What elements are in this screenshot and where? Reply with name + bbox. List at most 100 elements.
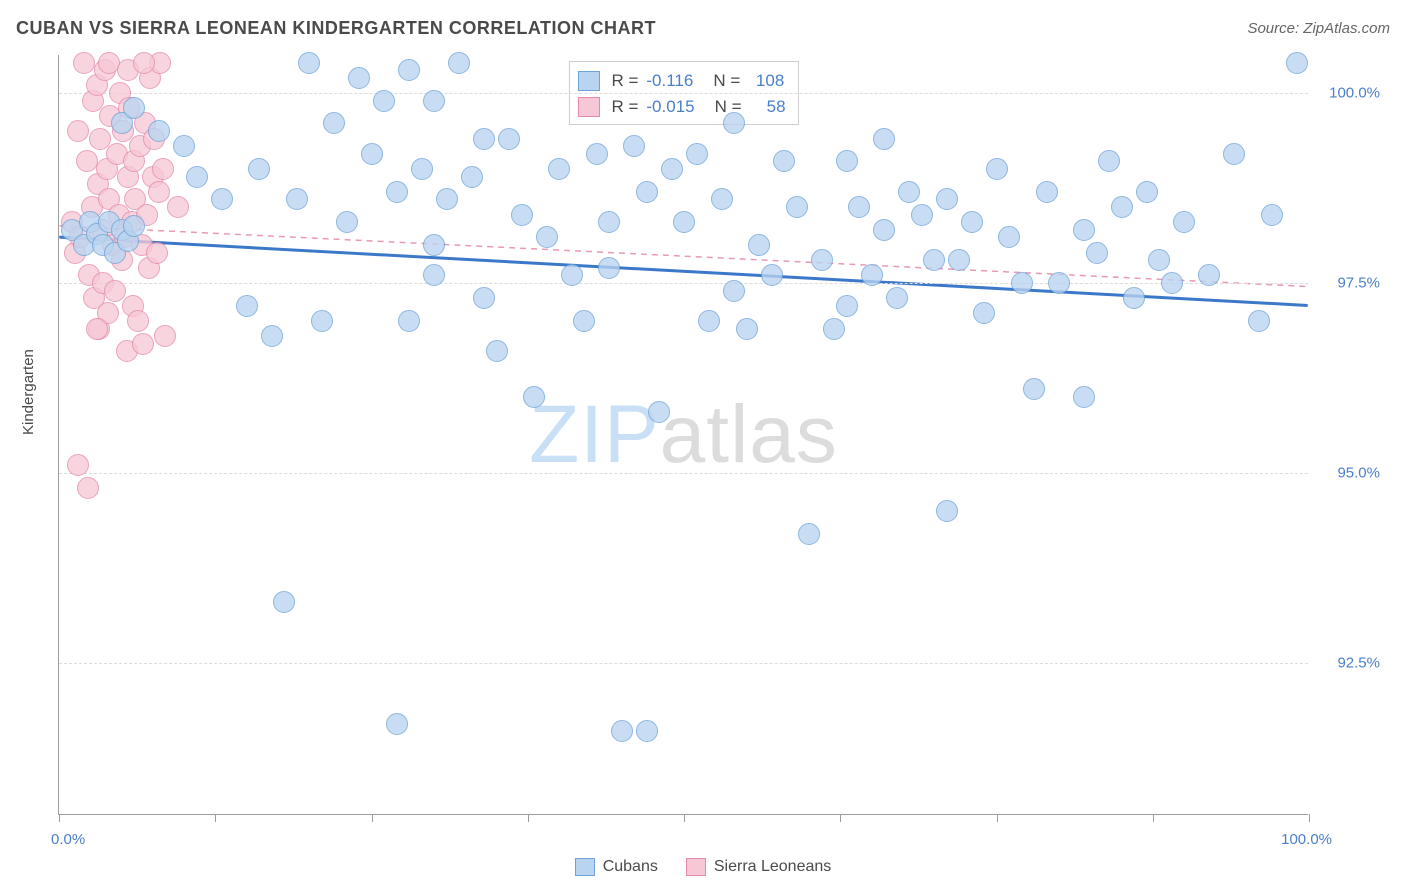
scatter-point-sierra-leoneans	[127, 310, 149, 332]
scatter-point-cubans	[836, 150, 858, 172]
chart-title: CUBAN VS SIERRA LEONEAN KINDERGARTEN COR…	[16, 18, 656, 38]
scatter-point-cubans	[873, 128, 895, 150]
scatter-point-cubans	[861, 264, 883, 286]
legend-swatch-cubans	[575, 858, 595, 876]
scatter-point-cubans	[1148, 249, 1170, 271]
scatter-point-cubans	[986, 158, 1008, 180]
scatter-point-cubans	[1136, 181, 1158, 203]
scatter-point-cubans	[911, 204, 933, 226]
scatter-point-cubans	[1111, 196, 1133, 218]
scatter-point-cubans	[973, 302, 995, 324]
series-legend-label: Cubans	[603, 858, 658, 876]
legend-r-value: -0.015	[646, 97, 694, 117]
scatter-point-cubans	[373, 90, 395, 112]
scatter-point-cubans	[411, 158, 433, 180]
scatter-point-cubans	[1023, 378, 1045, 400]
scatter-point-cubans	[473, 128, 495, 150]
y-axis-tick-label: 97.5%	[1316, 275, 1380, 292]
scatter-point-cubans	[536, 226, 558, 248]
scatter-point-cubans	[123, 215, 145, 237]
trend-lines-layer	[59, 55, 1308, 814]
scatter-point-cubans	[1173, 211, 1195, 233]
x-axis-max-label: 100.0%	[1281, 831, 1332, 848]
scatter-point-cubans	[511, 204, 533, 226]
scatter-point-cubans	[286, 188, 308, 210]
gridline-horizontal	[59, 663, 1308, 664]
scatter-point-cubans	[586, 143, 608, 165]
scatter-point-cubans	[323, 112, 345, 134]
scatter-point-cubans	[648, 401, 670, 423]
scatter-point-cubans	[1036, 181, 1058, 203]
legend-r-label: R =	[611, 97, 638, 117]
scatter-point-cubans	[148, 120, 170, 142]
gridline-horizontal	[59, 93, 1308, 94]
scatter-point-cubans	[686, 143, 708, 165]
legend-swatch-sierra-leoneans	[577, 97, 599, 117]
regression-legend-row: R = -0.015 N = 58	[577, 94, 785, 120]
scatter-point-cubans	[711, 188, 733, 210]
legend-n-label: N =	[713, 71, 740, 91]
series-legend-item: Sierra Leoneans	[686, 858, 831, 876]
scatter-point-cubans	[998, 226, 1020, 248]
scatter-point-cubans	[461, 166, 483, 188]
scatter-point-cubans	[936, 500, 958, 522]
scatter-point-sierra-leoneans	[146, 242, 168, 264]
scatter-point-cubans	[236, 295, 258, 317]
scatter-point-cubans	[361, 143, 383, 165]
y-axis-tick-label: 92.5%	[1316, 655, 1380, 672]
scatter-point-cubans	[1086, 242, 1108, 264]
scatter-point-cubans	[1261, 204, 1283, 226]
scatter-point-sierra-leoneans	[152, 158, 174, 180]
scatter-point-cubans	[311, 310, 333, 332]
trend-line	[59, 226, 1307, 287]
scatter-point-cubans	[1048, 272, 1070, 294]
scatter-point-cubans	[336, 211, 358, 233]
scatter-point-cubans	[811, 249, 833, 271]
scatter-point-cubans	[723, 280, 745, 302]
x-axis-tick	[997, 814, 998, 822]
scatter-point-cubans	[636, 720, 658, 742]
x-axis-tick	[1153, 814, 1154, 822]
scatter-point-cubans	[498, 128, 520, 150]
scatter-point-cubans	[698, 310, 720, 332]
scatter-point-cubans	[1073, 219, 1095, 241]
scatter-point-cubans	[598, 211, 620, 233]
regression-legend-row: R = -0.116 N = 108	[577, 68, 785, 94]
scatter-point-cubans	[636, 181, 658, 203]
scatter-point-cubans	[948, 249, 970, 271]
scatter-point-cubans	[186, 166, 208, 188]
scatter-point-sierra-leoneans	[77, 477, 99, 499]
y-axis-tick-label: 100.0%	[1316, 85, 1380, 102]
scatter-point-cubans	[611, 720, 633, 742]
scatter-point-cubans	[561, 264, 583, 286]
x-axis-tick	[528, 814, 529, 822]
y-axis-title: Kindergarten	[20, 349, 37, 435]
legend-r-label: R =	[611, 71, 638, 91]
scatter-point-sierra-leoneans	[154, 325, 176, 347]
scatter-point-cubans	[261, 325, 283, 347]
x-axis-tick	[1309, 814, 1310, 822]
scatter-point-cubans	[1098, 150, 1120, 172]
scatter-point-cubans	[836, 295, 858, 317]
x-axis-tick	[684, 814, 685, 822]
scatter-point-sierra-leoneans	[67, 120, 89, 142]
scatter-point-cubans	[823, 318, 845, 340]
scatter-point-cubans	[661, 158, 683, 180]
scatter-point-cubans	[736, 318, 758, 340]
scatter-point-cubans	[623, 135, 645, 157]
scatter-point-cubans	[386, 713, 408, 735]
scatter-point-cubans	[423, 234, 445, 256]
scatter-point-cubans	[448, 52, 470, 74]
scatter-point-cubans	[1223, 143, 1245, 165]
scatter-point-cubans	[423, 90, 445, 112]
scatter-point-cubans	[761, 264, 783, 286]
scatter-point-cubans	[298, 52, 320, 74]
scatter-point-cubans	[386, 181, 408, 203]
scatter-point-cubans	[523, 386, 545, 408]
chart-plot-area: ZIPatlas R = -0.116 N = 108 R = -0.015 N…	[58, 55, 1308, 815]
watermark-zip: ZIP	[529, 389, 660, 480]
scatter-point-sierra-leoneans	[76, 150, 98, 172]
scatter-point-sierra-leoneans	[86, 318, 108, 340]
scatter-point-cubans	[786, 196, 808, 218]
scatter-point-sierra-leoneans	[67, 454, 89, 476]
